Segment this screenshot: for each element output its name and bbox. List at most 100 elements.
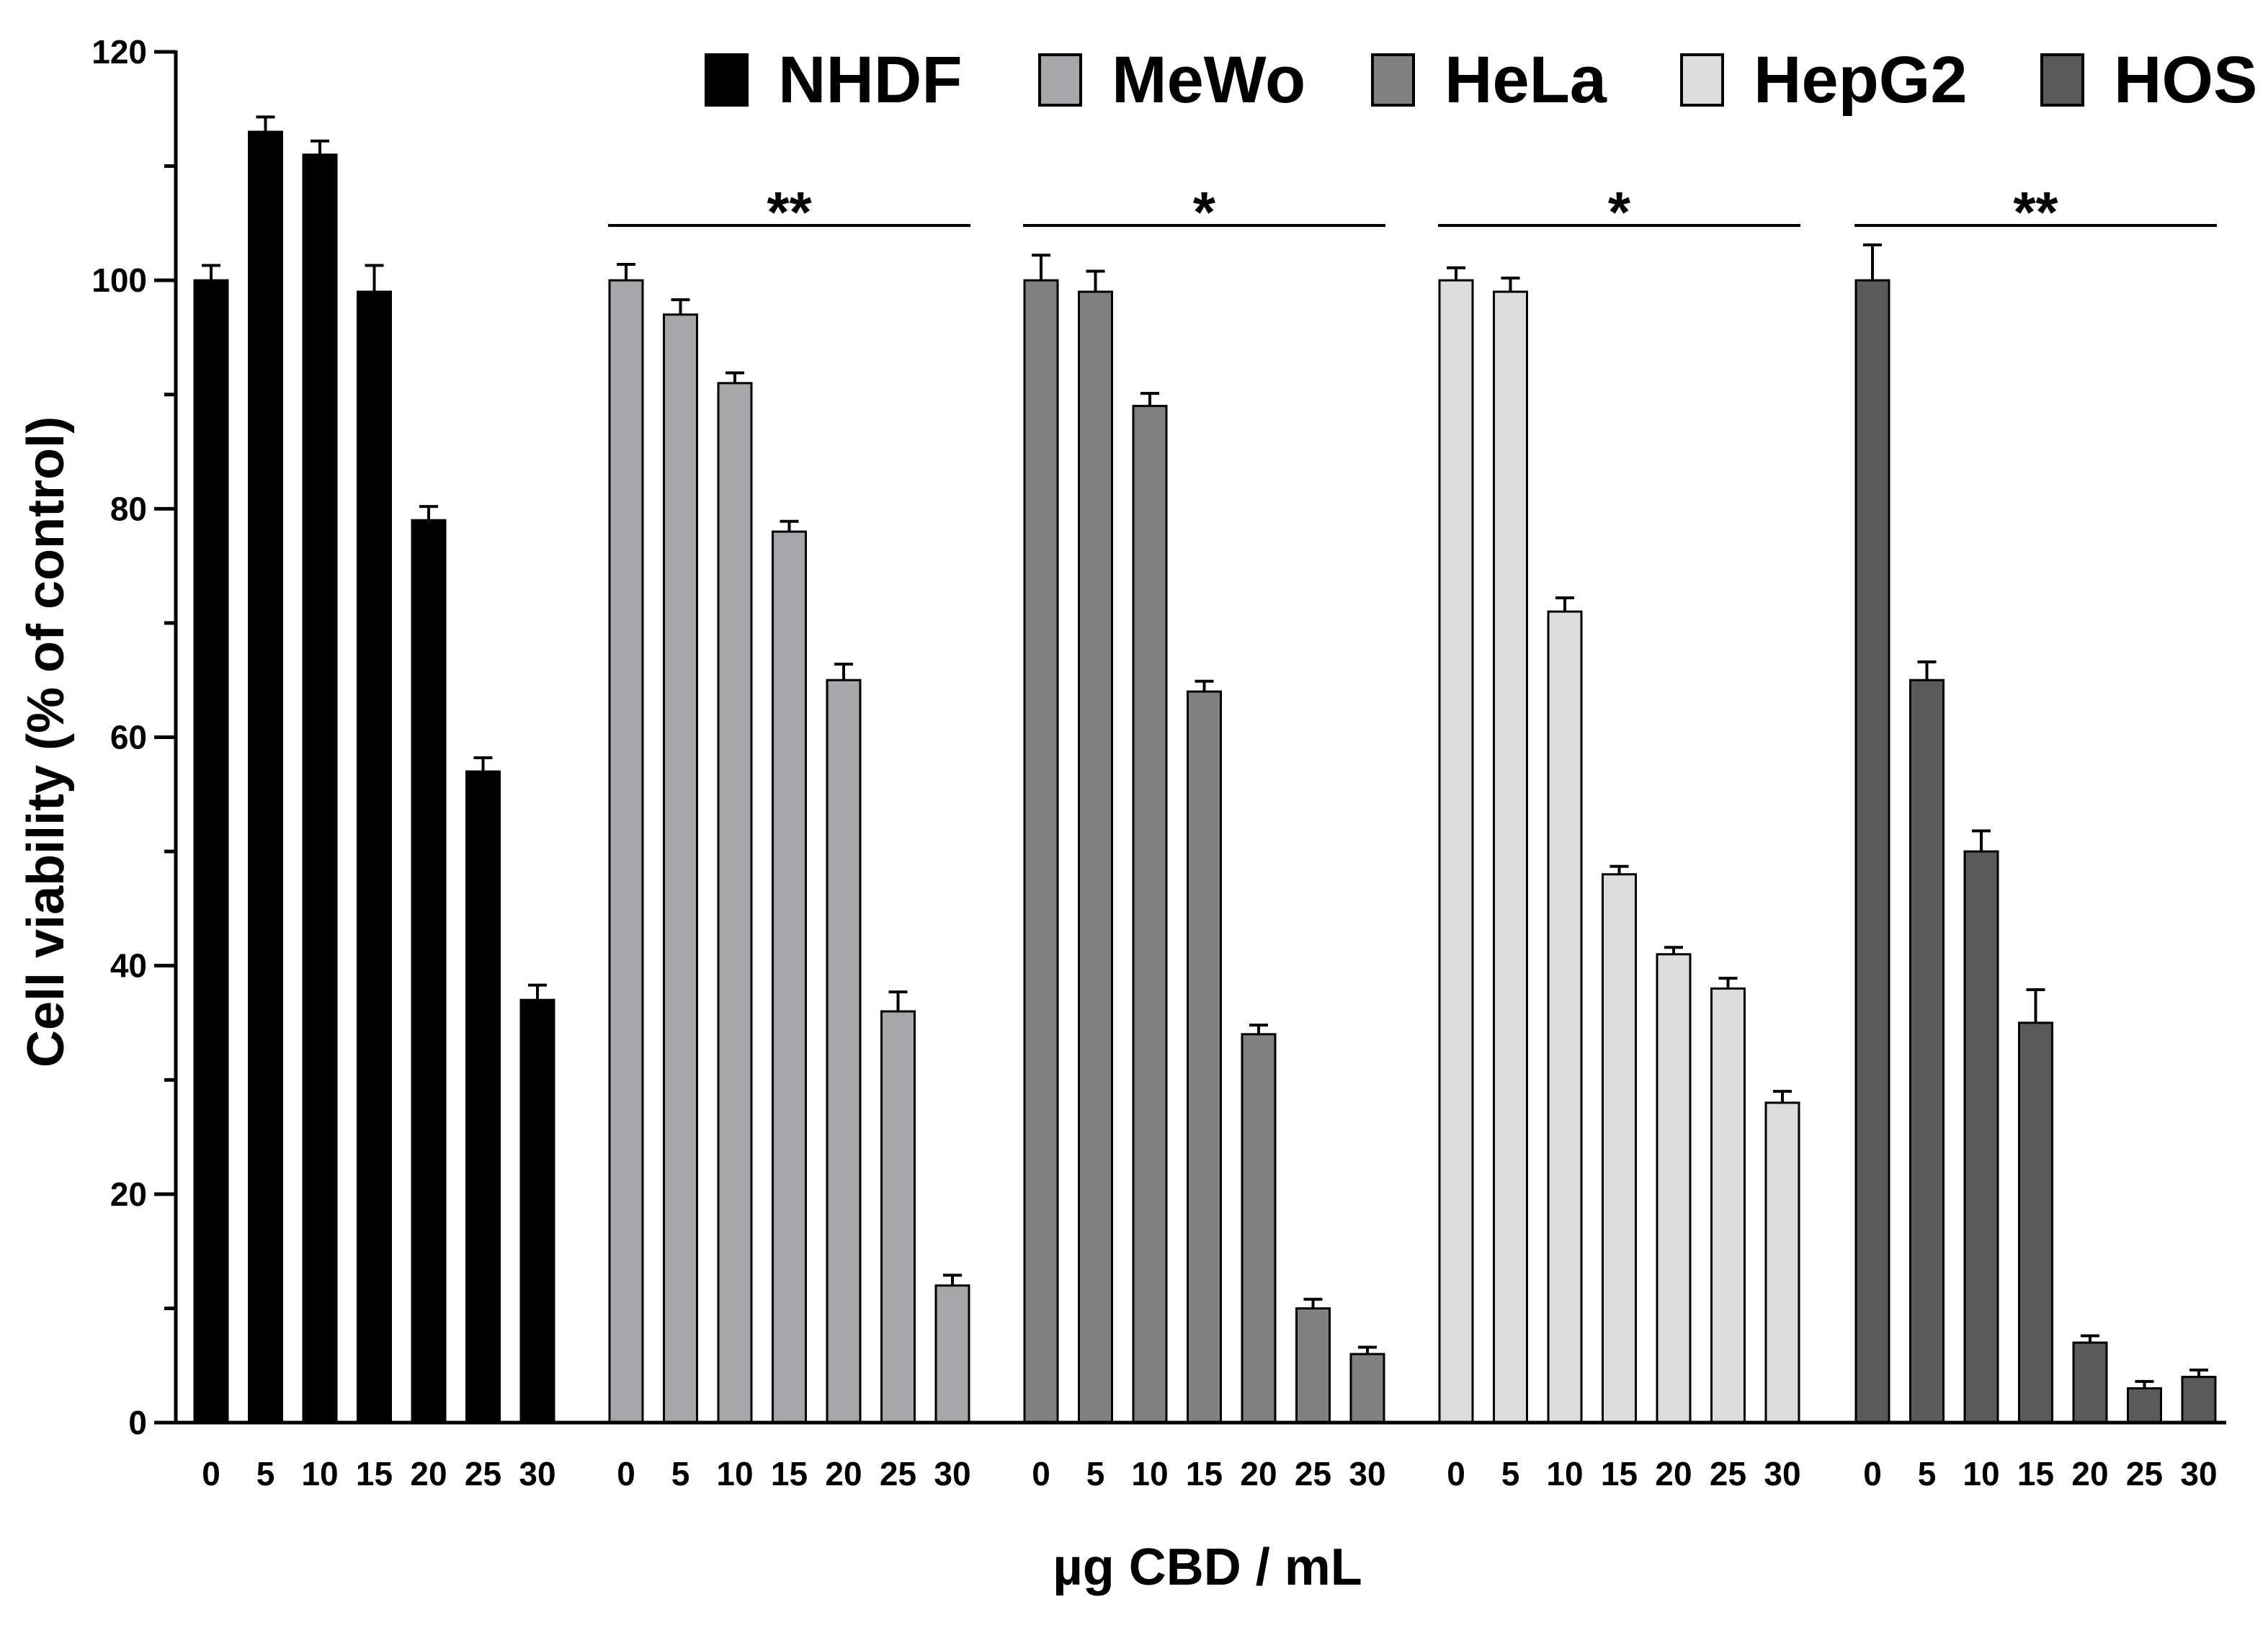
x-tick-label: 15 [1186,1455,1223,1492]
bar-hela-25 [1295,1307,1331,1424]
bar-hos-0 [1854,279,1890,1424]
legend-label-hela: HeLa [1445,43,1607,117]
x-tick-label: 30 [519,1455,555,1492]
bar-hos-5 [1909,679,1945,1424]
x-tick-label: 25 [880,1455,916,1492]
bar-hela-10 [1132,405,1168,1424]
bar-nhdf-15 [357,290,392,1424]
bar-mewo-20 [826,679,862,1424]
x-tick-label: 20 [1655,1455,1692,1492]
significance-marker: ** [2013,180,2058,244]
x-tick-label: 30 [2180,1455,2217,1492]
bar-mewo-25 [880,1010,916,1424]
x-tick-label: 5 [1501,1455,1520,1492]
y-axis-title: Cell viability (% of control) [17,416,75,1067]
x-tick-label: 10 [716,1455,753,1492]
bar-nhdf-30 [519,998,555,1424]
legend-label-hepg2: HepG2 [1754,43,1968,117]
x-tick-label: 20 [1240,1455,1277,1492]
y-tick-label: 120 [91,33,147,71]
legend: NHDF MeWo HeLa HepG2 HOS [705,43,2257,117]
y-tick-label: 80 [110,490,147,527]
legend-label-hos: HOS [2114,43,2257,117]
bar-mewo-5 [663,313,698,1424]
x-tick-label: 15 [771,1455,808,1492]
bars-layer [193,130,2217,1424]
bar-nhdf-20 [411,519,447,1424]
bar-mewo-0 [608,279,644,1424]
y-tick-label: 100 [91,261,147,299]
bar-hepg2-5 [1493,290,1528,1424]
bar-hepg2-30 [1764,1101,1800,1424]
significance-marker: * [1608,180,1631,244]
x-tick-label: 30 [1764,1455,1800,1492]
legend-label-mewo: MeWo [1112,43,1305,117]
x-tick-label: 10 [1546,1455,1583,1492]
y-tick-label: 0 [128,1404,147,1441]
x-tick-label: 10 [301,1455,338,1492]
x-tick-label: 0 [1863,1455,1882,1492]
x-tick-label: 0 [202,1455,220,1492]
bar-nhdf-5 [248,130,283,1424]
x-tick-label: 20 [825,1455,862,1492]
x-tick-label: 30 [1349,1455,1385,1492]
x-tick-label: 25 [1295,1455,1331,1492]
legend-label-nhdf: NHDF [778,43,963,117]
x-tick-label: 15 [356,1455,393,1492]
y-ticks-layer: 0 20 40 60 80 100 120 [91,33,176,1441]
x-axis-title: µg CBD / mL [1053,1539,1362,1596]
significance-layer: ** * * ** [608,180,2217,244]
x-ticks-layer: 0 5 10 15 20 25 30 0 5 10 15 20 25 30 0 5 10 15 20 25 30 0 5 10… [202,1455,2217,1492]
x-tick-label: 10 [1963,1455,1999,1492]
x-tick-label: 25 [1710,1455,1746,1492]
y-tick-label: 20 [110,1176,147,1213]
legend-swatch-mewo [1038,53,1082,107]
x-tick-label: 20 [2071,1455,2108,1492]
bar-hepg2-15 [1602,873,1637,1424]
legend-swatch-hos [2040,53,2084,107]
bar-hos-25 [2127,1387,2162,1424]
bar-hepg2-0 [1438,279,1474,1424]
bar-hos-30 [2181,1376,2217,1424]
bar-hepg2-20 [1656,953,1692,1424]
bar-hos-20 [2072,1341,2108,1424]
x-tick-label: 30 [934,1455,970,1492]
bar-nhdf-10 [302,153,338,1424]
x-tick-label: 25 [2126,1455,2163,1492]
bar-hos-15 [2018,1021,2053,1424]
legend-swatch-nhdf [705,53,749,107]
bar-hepg2-10 [1547,610,1583,1424]
x-tick-label: 5 [1086,1455,1105,1492]
x-tick-label: 5 [1918,1455,1937,1492]
x-tick-label: 0 [1447,1455,1465,1492]
x-tick-label: 0 [617,1455,635,1492]
bar-nhdf-0 [193,279,229,1424]
bar-hela-0 [1023,279,1059,1424]
x-tick-label: 15 [2017,1455,2054,1492]
significance-marker: ** [767,180,812,244]
bar-mewo-10 [717,382,753,1424]
bar-nhdf-25 [465,770,501,1424]
x-tick-label: 20 [410,1455,447,1492]
bar-hos-10 [1963,850,1999,1424]
x-tick-label: 5 [671,1455,690,1492]
error-bars-layer [202,115,2208,1389]
x-tick-label: 15 [1601,1455,1638,1492]
bar-hela-20 [1241,1033,1277,1424]
bar-hela-5 [1078,290,1113,1424]
bar-hepg2-25 [1710,987,1746,1424]
bar-hela-15 [1187,690,1222,1424]
bar-hela-30 [1349,1353,1385,1424]
bar-mewo-15 [772,530,807,1424]
legend-swatch-hela [1371,53,1415,107]
significance-marker: * [1193,180,1216,244]
y-tick-label: 60 [110,719,147,756]
x-tick-label: 0 [1032,1455,1050,1492]
x-tick-label: 10 [1131,1455,1168,1492]
y-tick-label: 40 [110,947,147,985]
x-tick-label: 5 [256,1455,275,1492]
legend-swatch-hepg2 [1680,53,1724,107]
bar-mewo-30 [934,1284,970,1424]
